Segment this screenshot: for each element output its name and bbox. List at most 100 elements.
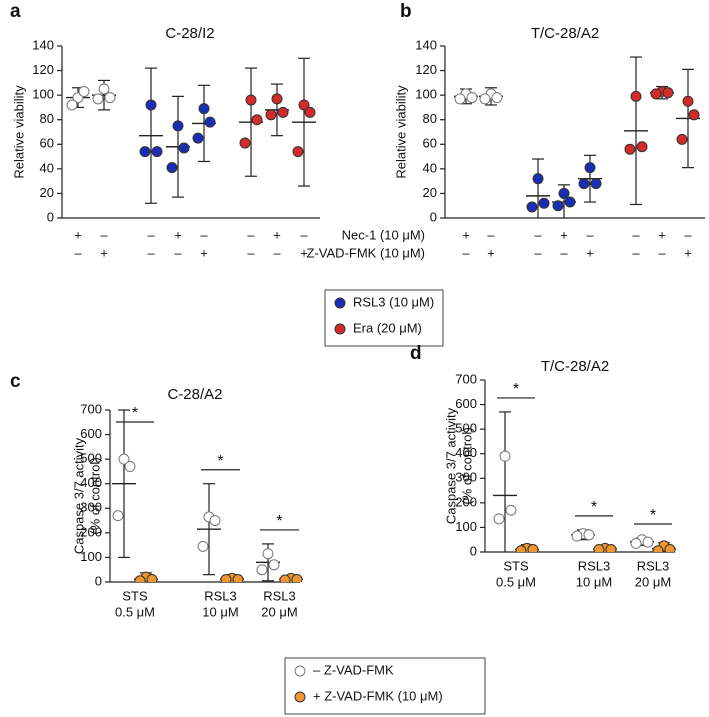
data-point: [178, 142, 190, 154]
data-point: [197, 540, 209, 552]
data-point: [552, 200, 564, 212]
condition-sign: +: [560, 227, 568, 242]
y-tick-label: 20: [423, 185, 437, 200]
data-point: [564, 196, 576, 208]
data-point: [66, 99, 78, 111]
condition-sign: –: [632, 245, 640, 260]
data-point: [479, 93, 491, 105]
condition-sign: +: [300, 245, 308, 260]
y-tick-label: 20: [40, 185, 54, 200]
y-tick-label: 600: [455, 396, 477, 411]
data-point: [104, 92, 116, 104]
data-point: [682, 95, 694, 107]
significance-star: *: [276, 513, 282, 530]
y-axis-label: Caspase 3/7 activity: [443, 407, 458, 524]
y-tick-label: 100: [80, 549, 102, 564]
x-tick-label: 10 μM: [576, 574, 612, 589]
condition-sign: –: [147, 227, 155, 242]
condition-sign: –: [534, 245, 542, 260]
condition-sign: –: [487, 227, 495, 242]
legend-marker: [334, 297, 346, 309]
data-point: [491, 92, 503, 104]
data-point: [624, 143, 636, 155]
data-point: [298, 99, 310, 111]
data-point: [204, 116, 216, 128]
chart-title: C-28/A2: [167, 386, 222, 403]
condition-sign: +: [74, 227, 82, 242]
x-tick-label: RSL3: [204, 588, 237, 603]
data-point: [245, 94, 257, 106]
y-tick-label: 40: [40, 160, 54, 175]
data-point: [271, 93, 283, 105]
y-tick-label: 700: [455, 371, 477, 386]
x-tick-label: 0.5 μM: [496, 574, 536, 589]
y-tick-label: 300: [455, 470, 477, 485]
chart-title: C-28/I2: [165, 25, 214, 42]
data-point: [78, 85, 90, 97]
legend-label: RSL3 (10 μM): [353, 294, 434, 309]
data-point: [688, 109, 700, 121]
condition-sign: –: [462, 245, 470, 260]
y-tick-label: 400: [455, 445, 477, 460]
data-point: [466, 92, 478, 104]
data-point: [584, 162, 596, 174]
condition-sign: –: [684, 227, 692, 242]
y-tick-label: 120: [32, 62, 54, 77]
data-point: [209, 515, 221, 527]
y-tick-label: 300: [80, 500, 102, 515]
condition-sign: –: [534, 227, 542, 242]
data-point: [118, 453, 130, 465]
y-tick-label: 0: [430, 209, 437, 224]
data-point: [134, 575, 146, 582]
panel-letter: d: [410, 343, 422, 364]
y-tick-label: 100: [32, 87, 54, 102]
y-tick-label: 0: [95, 573, 102, 588]
condition-sign: –: [300, 227, 308, 242]
plot-area: [454, 56, 700, 218]
legend-label: Era (20 μM): [353, 320, 422, 335]
condition-sign: –: [74, 245, 82, 260]
x-tick-label: 20 μM: [635, 574, 671, 589]
data-point: [304, 106, 316, 118]
data-point: [636, 141, 648, 153]
condition-sign: +: [174, 227, 182, 242]
y-tick-label: 500: [80, 451, 102, 466]
data-point: [256, 564, 268, 576]
data-point: [605, 544, 617, 552]
condition-sign: +: [200, 245, 208, 260]
x-tick-label: 20 μM: [261, 604, 297, 619]
condition-sign: –: [586, 227, 594, 242]
condition-sign: –: [147, 245, 155, 260]
y-tick-label: 140: [415, 37, 437, 52]
y-tick-label: 400: [80, 475, 102, 490]
condition-sign: +: [487, 245, 495, 260]
x-tick-label: STS: [122, 588, 148, 603]
data-point: [590, 178, 602, 190]
data-point: [505, 504, 517, 516]
data-point: [538, 197, 550, 209]
data-point: [268, 559, 280, 571]
condition-sign: +: [273, 227, 281, 242]
data-point: [593, 544, 605, 552]
data-point: [454, 93, 466, 105]
panel-letter: c: [10, 371, 21, 392]
data-point: [493, 513, 505, 525]
data-point: [98, 83, 110, 95]
y-tick-label: 60: [40, 136, 54, 151]
data-point: [146, 574, 158, 582]
data-point: [650, 88, 662, 100]
data-point: [527, 544, 539, 552]
y-axis-label: (% of control): [87, 457, 102, 534]
data-point: [652, 545, 664, 552]
y-tick-label: 120: [415, 62, 437, 77]
data-point: [642, 536, 654, 548]
data-point: [532, 173, 544, 185]
y-axis-label: Caspase 3/7 activity: [71, 437, 86, 554]
y-tick-label: 0: [470, 543, 477, 558]
legend-label: – Z-VAD-FMK: [313, 662, 394, 677]
data-point: [151, 146, 163, 158]
data-point: [239, 137, 251, 149]
y-tick-label: 40: [423, 160, 437, 175]
significance-star: *: [650, 507, 656, 524]
x-tick-label: RSL3: [578, 558, 611, 573]
